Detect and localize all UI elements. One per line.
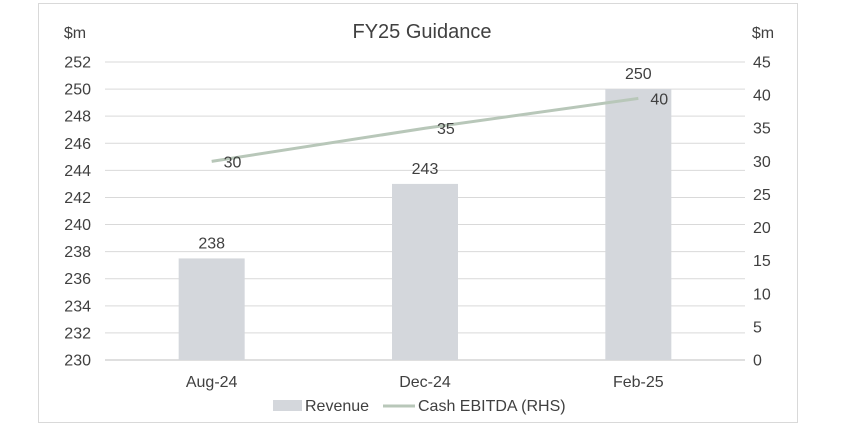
- y-axis-right-tick-label: 20: [753, 220, 771, 237]
- y-axis-right-tick-label: 10: [753, 286, 771, 303]
- line-cash-ebitda: [211, 96, 639, 163]
- y-axis-left-tick-label: 232: [64, 325, 91, 342]
- y-axis-left-tick-label: 246: [64, 136, 91, 153]
- y-axis-right-tick-label: 40: [753, 88, 771, 105]
- y-axis-right-tick-label: 0: [753, 353, 762, 370]
- x-axis-tick-label: Feb-25: [613, 374, 664, 391]
- x-axis-tick-label: Dec-24: [399, 374, 451, 391]
- y-axis-right-ticks: 0 5 10 15 20 25 30 35 40 45: [753, 55, 771, 370]
- legend-label-revenue: Revenue: [305, 398, 369, 415]
- y-axis-right-unit-label: $m: [752, 25, 774, 42]
- line-data-label: 35: [437, 121, 455, 138]
- y-axis-right-tick-label: 25: [753, 187, 771, 204]
- bar-data-label: 243: [412, 161, 439, 178]
- x-axis-tick-labels: Aug-24 Dec-24 Feb-25: [186, 374, 664, 391]
- fy25-guidance-chart: FY25 Guidance $m $m 230 232 234 236 238 240 24…: [64, 21, 774, 415]
- legend: Revenue Cash EBITDA (RHS): [273, 398, 566, 415]
- y-axis-left-tick-label: 244: [64, 163, 91, 180]
- y-axis-left-tick-label: 252: [64, 55, 91, 72]
- y-axis-right-tick-label: 30: [753, 154, 771, 171]
- chart-title: FY25 Guidance: [353, 21, 492, 43]
- y-axis-left-tick-label: 248: [64, 109, 91, 126]
- bar-revenue: [178, 258, 245, 360]
- y-axis-left-tick-label: 234: [64, 298, 91, 315]
- legend-label-cash-ebitda: Cash EBITDA (RHS): [418, 398, 566, 415]
- cash-ebitda-line-group: 30 35 40: [211, 91, 668, 171]
- bar-revenue: [392, 183, 458, 360]
- revenue-bars: 238 243 250: [178, 66, 672, 360]
- y-axis-left-tick-label: 240: [64, 217, 91, 234]
- y-axis-left-ticks: 230 232 234 236 238 240 242 244 246 248 250 252: [64, 55, 91, 370]
- y-axis-right-tick-label: 15: [753, 253, 771, 270]
- y-axis-left-tick-label: 242: [64, 190, 91, 207]
- y-axis-right-tick-label: 35: [753, 121, 771, 138]
- y-axis-right-tick-label: 5: [753, 319, 762, 336]
- y-axis-left-tick-label: 238: [64, 244, 91, 261]
- x-axis-tick-label: Aug-24: [186, 374, 238, 391]
- bar-data-label: 250: [625, 66, 652, 83]
- legend-swatch-revenue: [273, 400, 302, 411]
- bar-data-label: 238: [198, 235, 225, 252]
- line-data-label: 30: [224, 154, 242, 171]
- y-axis-left-tick-label: 236: [64, 271, 91, 288]
- bar-revenue: [605, 89, 672, 360]
- chart-frame: FY25 Guidance $m $m 230 232 234 236 238 240 24…: [38, 3, 798, 423]
- y-axis-left-tick-label: 250: [64, 82, 91, 99]
- line-data-label: 40: [650, 91, 668, 108]
- y-axis-left-unit-label: $m: [64, 25, 86, 42]
- y-axis-right-tick-label: 45: [753, 55, 771, 72]
- y-axis-left-tick-label: 230: [64, 353, 91, 370]
